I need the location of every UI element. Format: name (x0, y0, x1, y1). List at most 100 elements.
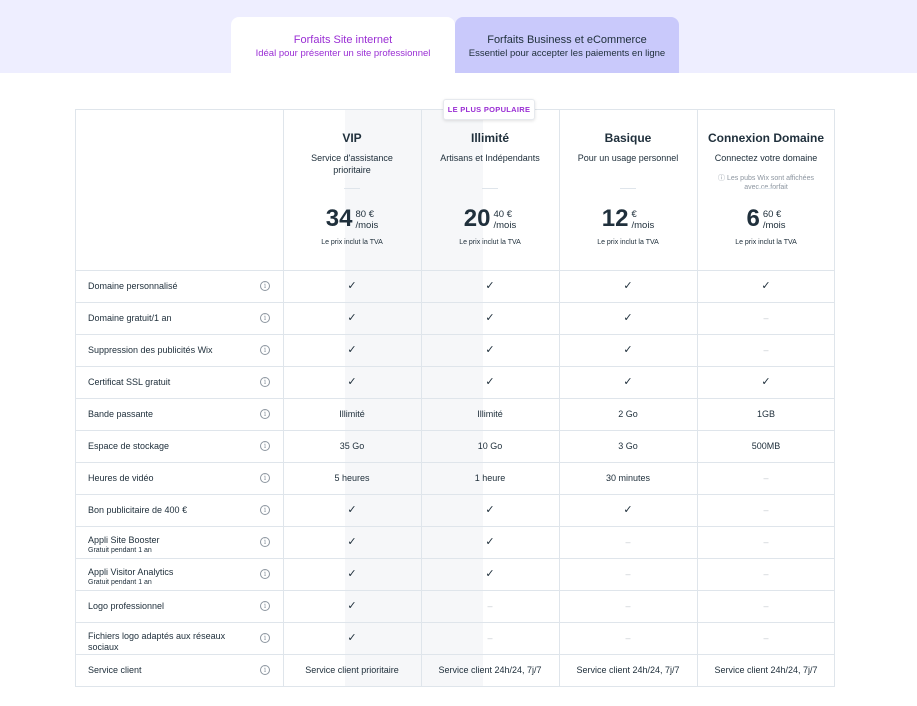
check-icon: ✓ (623, 343, 633, 356)
check-icon: ✓ (347, 279, 357, 292)
feature-label: Heures de vidéo (88, 473, 264, 484)
plan-name: Basique (604, 131, 652, 145)
feature-label: Espace de stockage (88, 441, 264, 452)
row-divider (75, 334, 835, 335)
tab-business-ecommerce[interactable]: Forfaits Business et eCommerce Essentiel… (455, 17, 679, 73)
info-circle-icon[interactable]: i (260, 409, 270, 419)
info-circle-icon[interactable]: i (260, 281, 270, 291)
check-icon: ✓ (485, 375, 495, 388)
feature-value: Illimité (477, 409, 503, 419)
feature-name: Bande passante (88, 409, 154, 419)
plan-description: Pour un usage personnel (577, 153, 679, 163)
plan-header: Illimité Artisans et Indépendants (421, 130, 559, 164)
row-divider (75, 558, 835, 559)
not-included-dash: – (625, 569, 631, 579)
check-icon: ✓ (761, 279, 771, 292)
price-cents: 40 € (493, 209, 513, 220)
plan-description: Service d'assistance prioritaire (311, 153, 393, 175)
plan-header: Basique Pour un usage personnel (559, 130, 697, 164)
feature-value: 3 Go (618, 441, 638, 451)
not-included-dash: – (763, 313, 769, 323)
info-circle-icon[interactable]: i (260, 313, 270, 323)
price-cents: € (631, 209, 637, 220)
tax-note: Le prix inclut la TVA (321, 239, 383, 246)
info-circle-icon[interactable]: i (260, 537, 270, 547)
check-icon: ✓ (485, 311, 495, 324)
not-included-dash: – (625, 601, 631, 611)
check-icon: ✓ (347, 503, 357, 516)
info-circle-icon[interactable]: i (260, 505, 270, 515)
tab-title: Forfaits Site internet (293, 34, 393, 46)
not-included-dash: – (763, 633, 769, 643)
info-circle-icon[interactable]: i (260, 569, 270, 579)
not-included-dash: – (763, 537, 769, 547)
check-icon: ✓ (485, 279, 495, 292)
check-icon: ✓ (347, 343, 357, 356)
price-cents: 80 € (355, 209, 375, 220)
feature-label: Domaine personnalisé (88, 281, 264, 292)
feature-value: Service client 24h/24, 7j/7 (576, 665, 680, 675)
feature-label: Appli Site Booster Gratuit pendant 1 an (88, 535, 264, 555)
check-icon: ✓ (761, 375, 771, 388)
row-divider (75, 622, 835, 623)
feature-value: 1GB (756, 409, 775, 419)
info-circle-icon[interactable]: i (260, 601, 270, 611)
feature-value: 2 Go (618, 409, 638, 419)
popular-badge: LE PLUS POPULAIRE (443, 99, 535, 120)
plan-separator (344, 188, 360, 189)
feature-name: Bon publicitaire de 400 € (88, 505, 188, 515)
feature-name: Heures de vidéo (88, 473, 154, 483)
info-circle-icon[interactable]: i (260, 345, 270, 355)
tax-note: Le prix inclut la TVA (459, 239, 521, 246)
feature-label: Bande passante (88, 409, 264, 420)
info-circle-icon[interactable]: i (260, 377, 270, 387)
feature-value: Service client prioritaire (305, 665, 399, 675)
row-divider (75, 302, 835, 303)
feature-subtext: Gratuit pendant 1 an (88, 579, 152, 586)
row-divider (75, 430, 835, 431)
not-included-dash: – (763, 569, 769, 579)
row-divider (75, 590, 835, 591)
price-main: 6 (746, 205, 760, 232)
info-circle-icon[interactable]: i (260, 665, 270, 675)
price-period: /mois (631, 220, 655, 231)
not-included-dash: – (487, 601, 493, 611)
check-icon: ✓ (623, 503, 633, 516)
feature-name: Appli Visitor Analytics (88, 567, 174, 577)
feature-value: 30 minutes (605, 473, 651, 483)
plan-description: Artisans et Indépendants (440, 153, 540, 163)
plan-ads-note: ⓘ Les pubs Wix sont affichées avec ce fo… (718, 175, 814, 191)
feature-name: Certificat SSL gratuit (88, 377, 171, 387)
check-icon: ✓ (623, 279, 633, 292)
plan-name: VIP (342, 131, 362, 145)
feature-name: Domaine personnalisé (88, 281, 178, 291)
not-included-dash: – (487, 633, 493, 643)
feature-name: Appli Site Booster (88, 535, 160, 545)
feature-label: Domaine gratuit/1 an (88, 313, 264, 324)
plan-separator (758, 188, 774, 189)
feature-value: Illimité (339, 409, 365, 419)
info-circle-icon[interactable]: i (260, 633, 270, 643)
check-icon: ✓ (485, 535, 495, 548)
feature-label: Certificat SSL gratuit (88, 377, 264, 388)
feature-name: Suppression des publicités Wix (88, 345, 213, 355)
check-icon: ✓ (485, 567, 495, 580)
feature-subtext: Gratuit pendant 1 an (88, 547, 152, 554)
price-period: /mois (762, 220, 786, 231)
tax-note: Le prix inclut la TVA (597, 239, 659, 246)
plan-price: 34 80 €/mois (283, 206, 421, 232)
feature-name: Domaine gratuit/1 an (88, 313, 172, 323)
feature-label: Fichiers logo adaptés aux réseaux sociau… (88, 631, 238, 653)
plan-separator (482, 188, 498, 189)
tab-site-internet[interactable]: Forfaits Site internet Idéal pour présen… (231, 17, 455, 73)
row-divider (75, 526, 835, 527)
info-circle-icon[interactable]: i (260, 473, 270, 483)
tab-subtitle: Idéal pour présenter un site professionn… (255, 48, 431, 59)
feature-value: 500MB (751, 441, 781, 451)
info-circle-icon[interactable]: i (260, 441, 270, 451)
plan-price: 12 €/mois (559, 206, 697, 232)
plan-name: Connexion Domaine (707, 131, 824, 145)
row-divider (75, 398, 835, 399)
plan-description: Connectez votre domaine (714, 153, 818, 163)
feature-name: Service client (88, 665, 142, 675)
